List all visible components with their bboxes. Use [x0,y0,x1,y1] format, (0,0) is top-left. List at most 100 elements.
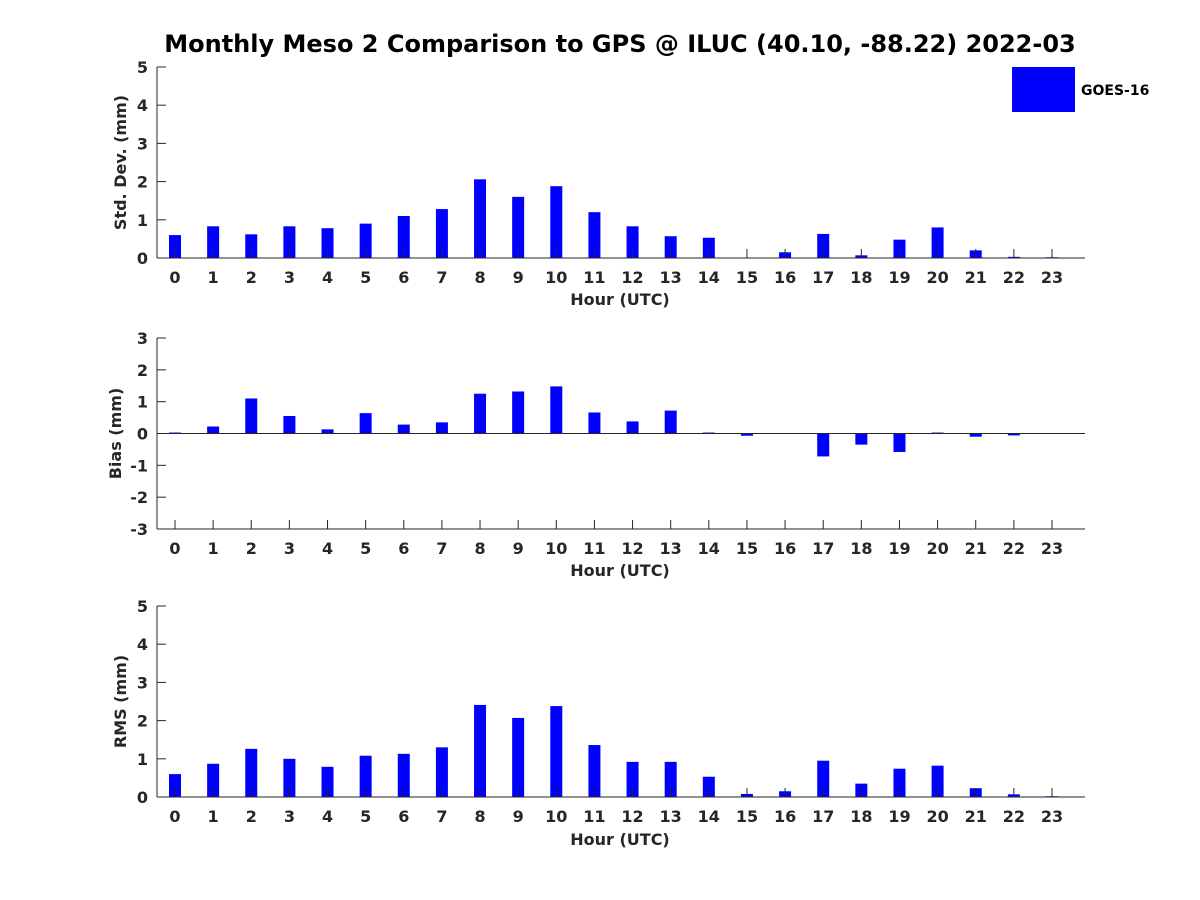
x-axis-label: Hour (UTC) [570,561,670,580]
x-tick-label: 10 [545,268,567,287]
x-tick-label: 17 [812,268,834,287]
bar-hour-5 [359,755,372,797]
bar-hour-3 [283,758,296,797]
y-tick-label: 3 [137,673,148,692]
bar-hour-19 [893,239,906,258]
x-tick-label: 6 [398,539,409,558]
x-tick-label: 13 [660,268,682,287]
bar-hour-0 [169,774,181,797]
bar-hour-12 [626,226,639,258]
x-tick-label: 11 [583,539,605,558]
bar-hour-1 [207,426,220,434]
y-tick-label: 1 [137,211,148,230]
x-tick-label: 11 [583,268,605,287]
x-tick-label: 20 [926,268,948,287]
y-tick-label: 4 [137,96,148,115]
x-tick-label: 1 [208,539,219,558]
x-tick-label: 9 [513,807,524,826]
x-tick-label: 6 [398,268,409,287]
bar-hour-17 [817,760,830,797]
y-tick-label: 3 [137,134,148,153]
bar-hour-8 [474,704,487,797]
x-tick-label: 2 [246,268,257,287]
bar-hour-10 [550,386,563,434]
bar-hour-10 [550,186,563,258]
x-tick-label: 15 [736,268,758,287]
x-tick-label: 14 [698,807,720,826]
x-tick-label: 8 [474,539,485,558]
x-tick-label: 19 [888,807,910,826]
x-tick-label: 23 [1041,268,1063,287]
y-tick-label: 0 [137,425,148,444]
bar-hour-6 [397,753,410,797]
bar-hour-7 [435,422,448,434]
x-tick-label: 19 [888,268,910,287]
y-tick-label: 1 [137,750,148,769]
y-axis-label: RMS (mm) [111,655,130,748]
x-tick-label: 15 [736,807,758,826]
x-tick-label: 5 [360,268,371,287]
x-tick-label: 0 [169,268,180,287]
x-tick-label: 16 [774,539,796,558]
x-tick-label: 17 [812,807,834,826]
x-tick-label: 6 [398,807,409,826]
bar-hour-17 [817,233,830,258]
x-tick-label: 7 [436,268,447,287]
bar-hour-7 [435,747,448,797]
y-tick-label: -2 [130,488,148,507]
bar-hour-6 [397,424,410,434]
x-tick-label: 14 [698,268,720,287]
bar-hour-2 [245,234,258,258]
y-tick-label: 3 [137,329,148,348]
x-tick-label: 18 [850,539,872,558]
x-tick-label: 7 [436,807,447,826]
x-tick-label: 9 [513,268,524,287]
bar-hour-19 [893,433,906,452]
x-tick-label: 0 [169,807,180,826]
bar-hour-1 [207,226,220,258]
bar-hour-20 [931,227,944,258]
x-tick-label: 16 [774,268,796,287]
legend-label: GOES-16 [1081,83,1149,99]
x-tick-label: 21 [965,807,987,826]
bar-hour-1 [207,763,220,797]
x-tick-label: 0 [169,539,180,558]
y-tick-label: 0 [137,788,148,807]
bar-hour-18 [855,433,868,445]
bar-hour-3 [283,226,296,258]
x-tick-label: 2 [246,539,257,558]
y-tick-label: -1 [130,456,148,475]
bar-hour-4 [321,228,334,258]
bar-hour-13 [664,761,677,797]
bar-hour-9 [512,391,525,434]
bar-hour-17 [817,433,830,457]
x-tick-label: 12 [621,539,643,558]
x-tick-label: 12 [621,807,643,826]
legend: GOES-16 [1012,67,1149,112]
x-tick-label: 1 [208,807,219,826]
x-tick-label: 9 [513,539,524,558]
x-tick-label: 10 [545,539,567,558]
x-tick-label: 23 [1041,807,1063,826]
x-tick-label: 16 [774,807,796,826]
bar-hour-9 [512,717,525,797]
bar-hour-4 [321,429,334,434]
x-tick-label: 5 [360,539,371,558]
x-tick-label: 22 [1003,539,1025,558]
y-tick-label: 2 [137,712,148,731]
x-tick-label: 20 [926,539,948,558]
bar-hour-3 [283,415,296,434]
x-tick-label: 13 [660,807,682,826]
legend-swatch [1012,67,1075,112]
x-tick-label: 4 [322,807,333,826]
x-tick-label: 7 [436,539,447,558]
bar-hour-7 [435,209,448,258]
x-tick-label: 14 [698,539,720,558]
x-tick-label: 22 [1003,807,1025,826]
bar-hour-12 [626,761,639,797]
bar-hour-5 [359,223,372,258]
x-tick-label: 5 [360,807,371,826]
